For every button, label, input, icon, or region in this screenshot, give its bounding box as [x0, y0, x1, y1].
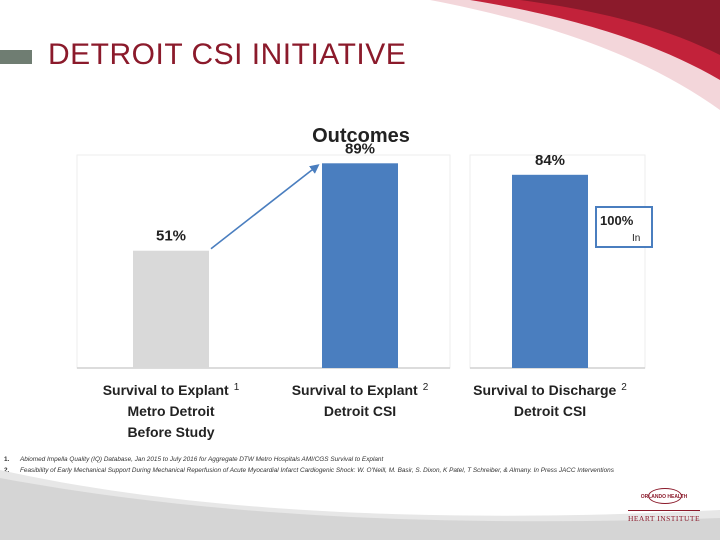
slide-title: DETROIT CSI INITIATIVE: [48, 38, 407, 71]
references: 1. Abiomed Impella Quality (IQ) Database,…: [4, 454, 718, 476]
improvement-arrow: [210, 164, 320, 250]
title-accent-bar: [0, 50, 32, 64]
outcomes-bar-chart: Outcomes 51% 89% 84% Survival to Explant 1 M…: [76, 125, 653, 440]
logo-mark-icon: [648, 488, 682, 504]
top-decorative-swoosh: [430, 0, 720, 110]
callout-value: 100%: [600, 213, 634, 228]
category-label: Survival to Discharge 2: [473, 382, 627, 398]
reference-text: Feasibility of Early Mechanical Support …: [20, 467, 614, 474]
category-label: Metro Detroit: [127, 403, 214, 419]
reference-number: 2.: [4, 467, 10, 474]
callout-box: 100% In: [595, 206, 653, 248]
category-label: Detroit CSI: [324, 403, 396, 419]
category-label: Survival to Explant 1: [103, 382, 240, 398]
logo-divider: [628, 510, 700, 511]
bar-value-label: 89%: [345, 140, 375, 157]
reference-item: 2. Feasibility of Early Mechanical Suppor…: [4, 465, 718, 476]
heart-institute-logo: ORLANDO HEALTH HEART INSTITUTE: [618, 484, 710, 534]
category-label: Before Study: [127, 424, 214, 440]
logo-line1: ORLANDO HEALTH: [640, 494, 688, 500]
reference-number: 1.: [4, 456, 10, 463]
category-label: Survival to Explant 2: [292, 382, 429, 398]
bar-value-label: 51%: [156, 228, 186, 245]
callout-subtext: In: [632, 233, 640, 244]
category-label: Detroit CSI: [514, 403, 586, 419]
bar: [322, 163, 398, 368]
chart-title: Outcomes: [312, 125, 410, 147]
bar: [133, 250, 209, 368]
bar-value-label: 84%: [535, 152, 565, 169]
reference-item: 1. Abiomed Impella Quality (IQ) Database,…: [4, 454, 718, 465]
bar: [512, 174, 588, 368]
reference-text: Abiomed Impella Quality (IQ) Database, J…: [20, 456, 384, 463]
bottom-decorative-swoosh: [0, 470, 720, 540]
logo-line2: HEART INSTITUTE: [627, 514, 701, 523]
